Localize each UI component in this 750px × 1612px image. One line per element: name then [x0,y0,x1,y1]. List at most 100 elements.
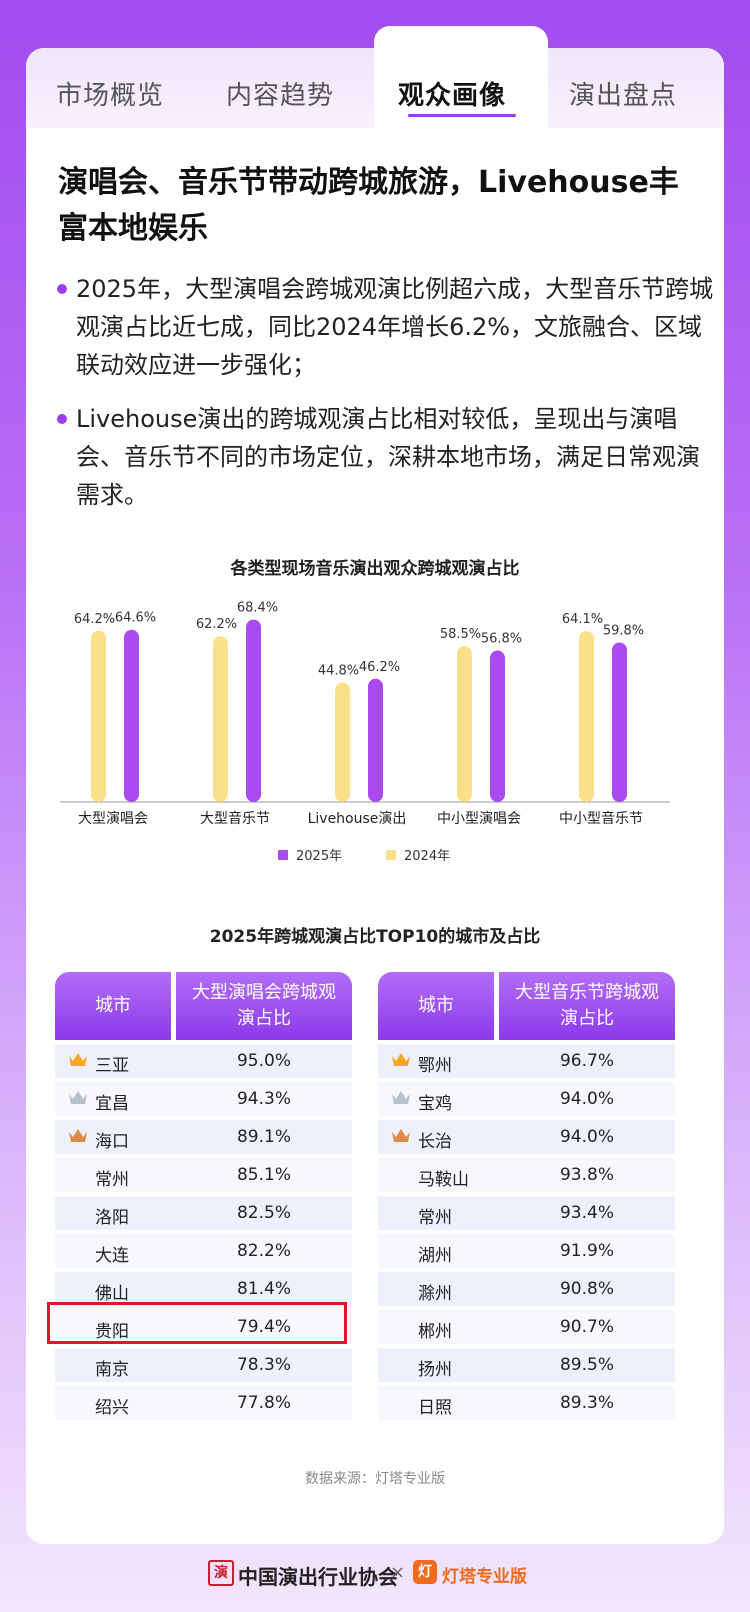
city-name: 宝鸡 [418,1094,452,1114]
tab-show-review[interactable]: 演出盘点 [569,81,678,111]
category-label: 中小型音乐节 [559,810,643,827]
bar-value-label: 62.2% [196,617,237,632]
active-tab-indicator [408,114,516,117]
bar-2024-1 [213,636,228,802]
table-row: 日照 89.3% [378,1386,675,1420]
crown-icon [392,1091,410,1104]
concert-table-header-city: 城市 [55,972,171,1040]
crown-icon [392,1129,410,1142]
city-value: 78.3% [236,1355,291,1375]
table-row: 长治 94.0% [378,1120,675,1154]
bar-value-label: 56.8% [481,632,522,647]
city-name: 鄂州 [418,1056,452,1076]
category-label: 大型演唱会 [78,811,148,827]
city-value: 90.8% [559,1279,614,1299]
city-value: 85.1% [236,1165,291,1185]
city-name: 常州 [418,1208,452,1228]
table-row: 三亚 95.0% [55,1044,352,1078]
city-name: 大连 [95,1246,129,1266]
table-row: 扬州 89.5% [378,1348,675,1382]
legend-label: 2024年 [404,849,450,864]
festival-table-header-value: 大型音乐节跨城观演占比 [499,972,675,1040]
bar-value-label: 46.2% [359,660,400,675]
city-name: 马鞍山 [418,1170,469,1190]
bar-2024-3 [457,646,472,802]
bullet-dot-icon [57,414,67,424]
crown-icon [69,1091,87,1104]
bar-2025-3 [490,650,505,802]
category-label: 中小型演唱会 [437,811,521,827]
table-row: 贵阳 79.4% [55,1310,352,1344]
bar-value-label: 64.2% [74,612,115,627]
city-value: 77.8% [236,1393,291,1413]
crown-icon [69,1129,87,1142]
table-row: 马鞍山 93.8% [378,1158,675,1192]
city-value: 93.8% [559,1165,614,1185]
city-value: 89.5% [559,1355,614,1375]
association-seal-icon: 演 [208,1560,234,1586]
highlight-box [47,1302,347,1344]
concert-table-header-value: 大型演唱会跨城观演占比 [176,972,352,1040]
city-name: 佛山 [95,1284,129,1304]
bar-value-label: 58.5% [440,627,481,642]
chart-title: 各类型现场音乐演出观众跨城观演占比 [230,559,520,579]
footer: 演 中国演出行业协会 × 灯 灯塔专业版 [0,1556,750,1596]
bar-2025-0 [124,629,139,802]
tab-market-overview[interactable]: 市场概览 [56,81,165,111]
city-name: 日照 [418,1398,452,1418]
city-value: 95.0% [236,1051,291,1071]
city-value: 94.0% [559,1089,614,1109]
table-row: 常州 85.1% [55,1158,352,1192]
city-name: 绍兴 [95,1398,129,1418]
tab-content-trends[interactable]: 内容趋势 [226,81,335,111]
table-row: 洛阳 82.5% [55,1196,352,1230]
city-value: 79.4% [236,1317,291,1337]
content-card: 市场概览 内容趋势 观众画像 演出盘点 演唱会、音乐节带动跨城旅游，Liveho… [26,26,724,1544]
city-name: 宜昌 [95,1094,129,1114]
bar-2025-1 [246,619,261,802]
bar-2025-2 [368,678,383,802]
city-name: 滁州 [418,1284,452,1304]
footer-org-name: 中国演出行业协会 [238,1565,398,1589]
city-name: 三亚 [95,1056,129,1076]
city-name: 海口 [95,1132,129,1152]
table-row: 南京 78.3% [55,1348,352,1382]
bullet-text-1: 2025年，大型演唱会跨城观演比例超六成，大型音乐节跨城观演占比近七成，同比20… [76,275,714,379]
legend-label: 2025年 [296,849,342,864]
city-value: 94.0% [559,1127,614,1147]
city-value: 96.7% [559,1051,614,1071]
table-row: 佛山 81.4% [55,1272,352,1306]
table-row: 滁州 90.8% [378,1272,675,1306]
table-row: 湖州 91.9% [378,1234,675,1268]
bar-value-label: 68.4% [237,601,278,616]
table-row: 鄂州 96.7% [378,1044,675,1078]
table-row: 常州 93.4% [378,1196,675,1230]
city-value: 94.3% [236,1089,291,1109]
city-name: 南京 [95,1360,129,1380]
bar-2024-2 [335,682,350,802]
tab-audience-profile[interactable]: 观众画像 [398,81,507,111]
footer-separator: × [390,1562,406,1583]
bar-chart: 64.2% 64.6% 大型演唱会 62.2%68.4% 大型音乐节 44.8% 46.2%… [60,601,670,864]
city-name: 扬州 [418,1360,452,1380]
city-name: 郴州 [418,1322,452,1342]
legend-swatch [278,850,288,860]
tables-title: 2025年跨城观演占比TOP10的城市及占比 [209,927,541,947]
bar-value-label: 64.6% [115,611,156,626]
city-name: 湖州 [418,1246,452,1266]
crown-icon [392,1053,410,1066]
city-value: 93.4% [559,1203,614,1223]
category-label: Livehouse演出 [308,811,407,827]
bullet-dot-icon [57,284,67,294]
table-row: 郴州 90.7% [378,1310,675,1344]
city-value: 90.7% [559,1317,614,1337]
city-value: 82.5% [236,1203,291,1223]
active-tab-background [374,26,548,130]
category-label: 大型音乐节 [200,810,270,827]
city-value: 82.2% [236,1241,291,1261]
city-name: 贵阳 [95,1322,129,1342]
table-row: 绍兴 77.8% [55,1386,352,1420]
dengta-logo-icon: 灯 [413,1560,437,1584]
bar-2024-4 [579,631,594,802]
city-value: 81.4% [236,1279,291,1299]
